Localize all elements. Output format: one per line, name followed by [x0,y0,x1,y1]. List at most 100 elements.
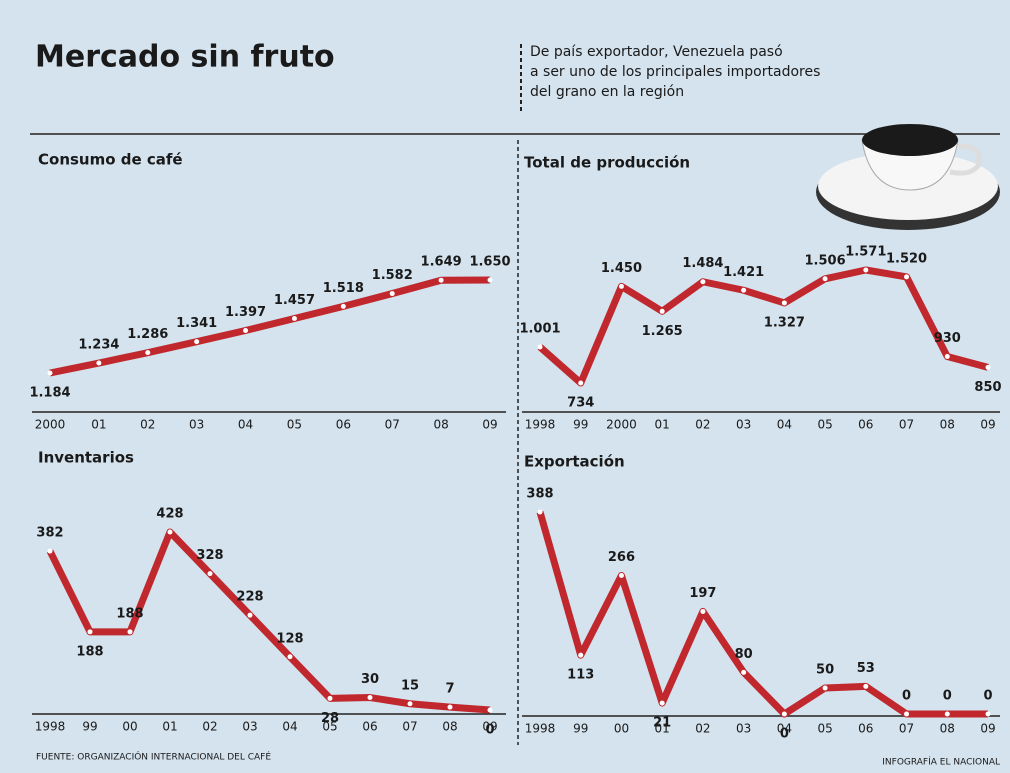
x-tick-label: 1998 [525,418,556,432]
value-label: 1.184 [29,386,70,401]
value-label: 1.484 [682,256,723,271]
value-label: 1.341 [176,316,217,331]
x-tick-label: 02 [695,722,710,736]
value-label: 1.327 [764,315,805,330]
x-tick-label: 05 [287,418,302,432]
x-tick-label: 00 [614,722,629,736]
value-label: 388 [526,487,553,502]
x-tick-label: 04 [238,418,253,432]
value-label: 188 [116,606,143,621]
x-tick-label: 1998 [35,720,66,734]
data-point [291,316,297,322]
x-tick-label: 06 [362,720,377,734]
x-tick-label: 09 [482,418,497,432]
value-label: 930 [934,331,961,346]
data-point [741,287,747,293]
x-tick-label: 08 [442,720,457,734]
x-tick-label: 2000 [606,418,637,432]
data-point [87,629,93,635]
data-point [904,711,910,717]
data-point [822,276,828,282]
x-tick-label: 00 [122,720,137,734]
value-label: 1.506 [805,253,846,268]
handle [949,143,982,176]
value-label: 382 [36,526,63,541]
value-label: 1.520 [886,251,927,266]
data-point [96,360,102,366]
data-line [536,511,988,718]
x-tick-label: 1998 [525,722,556,736]
data-point [447,704,453,710]
x-tick-label: 09 [482,720,497,734]
value-label: 0 [485,723,494,738]
value-label: 850 [974,380,1001,395]
title: Mercado sin fruto [35,40,335,75]
value-label: 15 [401,678,419,693]
value-label: 7 [445,682,454,697]
x-tick-label: 06 [336,418,351,432]
data-point [741,669,747,675]
value-label: 1.571 [845,245,886,260]
data-point [537,344,543,350]
x-tick-label: 01 [655,418,670,432]
value-label: 0 [943,689,952,704]
data-line [537,266,989,387]
x-tick-label: 04 [777,722,792,736]
data-point [47,370,53,376]
x-tick-label: 01 [91,418,106,432]
data-point [207,571,213,577]
value-label: 0 [902,689,911,704]
data-point [145,350,151,356]
value-label: 1.450 [601,261,642,276]
x-tick-label: 01 [162,720,177,734]
x-tick-label: 02 [140,418,155,432]
x-tick-label: 05 [817,418,832,432]
data-line [49,276,491,377]
x-tick-label: 08 [940,722,955,736]
subtitle: del grano en la región [530,84,684,100]
x-tick-label: 2000 [35,418,66,432]
data-point [618,573,624,579]
x-tick-label: 09 [980,722,995,736]
x-tick-label: 02 [695,418,710,432]
value-label: 1.234 [78,338,119,353]
data-point [327,695,333,701]
x-tick-label: 03 [736,722,751,736]
x-tick-label: 99 [82,720,97,734]
data-point [487,707,493,713]
value-label: 1.001 [519,321,560,336]
credit: INFOGRAFÍA EL NACIONAL [882,756,1000,768]
value-label: 28 [321,711,339,726]
data-point [127,629,133,635]
x-tick-label: 08 [433,418,448,432]
data-point [367,695,373,701]
value-label: 21 [653,716,671,731]
data-point [985,364,991,370]
value-label: 428 [156,507,183,522]
subtitle: De país exportador, Venezuela pasó [530,44,783,60]
value-label: 80 [735,647,753,662]
data-point [438,277,444,283]
data-point [487,277,493,283]
value-label: 30 [361,672,379,687]
data-point [247,612,253,618]
value-label: 266 [608,550,635,565]
value-label: 1.518 [323,281,364,296]
value-label: 0 [780,727,789,742]
data-point [167,529,173,535]
data-point [47,548,53,554]
data-point [659,308,665,314]
subtitle: a ser uno de los principales importadore… [530,64,820,80]
chart-title: Consumo de café [38,151,183,169]
data-point [904,274,910,280]
data-point [700,608,706,614]
value-label: 1.650 [469,255,510,270]
x-tick-label: 09 [980,418,995,432]
data-point [340,303,346,309]
data-point [243,327,249,333]
x-tick-label: 02 [202,720,217,734]
data-point [659,700,665,706]
value-label: 1.286 [127,327,168,342]
